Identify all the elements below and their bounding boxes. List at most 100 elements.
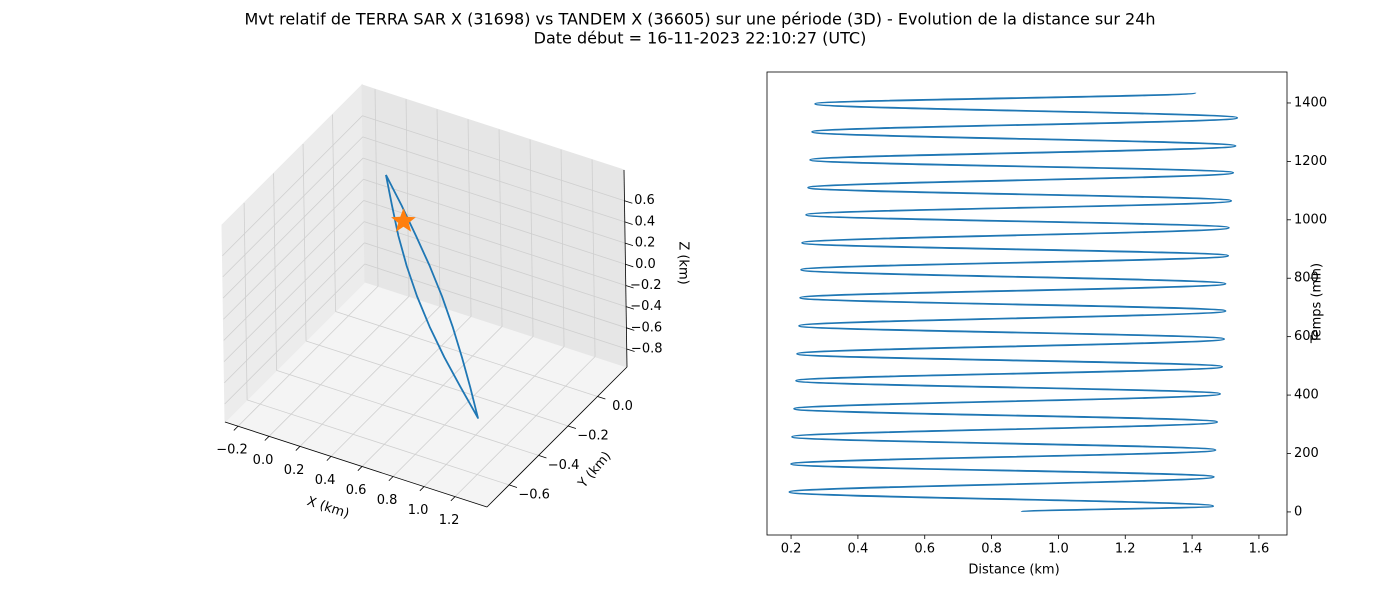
y-axis-label: Temps (min): [1310, 263, 1325, 344]
grid-line: [223, 200, 365, 341]
tick-mark: [264, 436, 270, 441]
z-tick-label: 0.6: [634, 193, 655, 208]
tick-mark: [538, 455, 547, 459]
grid-line: [268, 296, 410, 437]
grid-line: [361, 326, 503, 467]
x-tick-label: 1.2: [1115, 542, 1136, 557]
z-tick-label: −0.4: [630, 299, 662, 314]
grid-line: [363, 200, 626, 286]
tick-mark: [597, 396, 606, 400]
z-tick-label: 0.2: [635, 236, 656, 251]
grid-line: [224, 263, 366, 405]
y-tick-label: 1200: [1294, 154, 1327, 169]
grid-line: [560, 149, 565, 347]
line: [788, 91, 1239, 513]
x-tick-label: 1.6: [1249, 542, 1270, 557]
tick-mark: [450, 496, 456, 502]
grid-line: [223, 221, 365, 362]
y-tick-label: −0.4: [548, 458, 580, 473]
grid-line: [405, 99, 410, 297]
grid-line: [423, 346, 565, 487]
grid-line: [273, 173, 277, 371]
grid-line: [237, 285, 379, 427]
line-3d: [385, 174, 479, 419]
y-tick-label: 800: [1294, 271, 1319, 286]
y-tick-label: 0.0: [612, 399, 633, 414]
tick-mark: [624, 242, 634, 247]
y-tick-label: −0.6: [518, 487, 550, 502]
grid-line: [222, 115, 363, 256]
y-tick-label: 200: [1294, 446, 1319, 461]
x-tick-label: 0.4: [315, 473, 336, 488]
x-tick-label: 1.2: [439, 513, 460, 528]
x-axis-label: Distance (km): [968, 563, 1059, 578]
y-tick-label: 1000: [1294, 212, 1327, 227]
tick-mark: [625, 306, 635, 310]
tick-mark: [295, 446, 301, 451]
grid-line: [362, 115, 625, 202]
figure-title: Mvt relatif de TERRA SAR X (31698) vs TA…: [244, 10, 1155, 29]
grid-line: [364, 263, 627, 350]
tick-mark: [508, 484, 518, 488]
y-tick-label: 400: [1294, 388, 1319, 403]
tick-mark: [626, 327, 635, 331]
x-tick-label: −0.2: [216, 443, 248, 458]
grid-line: [467, 119, 472, 317]
grid-line: [362, 136, 625, 223]
grid-line: [302, 143, 307, 341]
y-tick-label: 0: [1294, 504, 1302, 519]
x-tick-label: 0.8: [981, 542, 1002, 557]
x-tick-label: 0.6: [914, 542, 935, 557]
tick-mark: [357, 466, 363, 471]
grid-line: [222, 157, 364, 299]
axis-line: [224, 421, 488, 508]
z-tick-label: −0.6: [631, 320, 663, 335]
z-tick-label: −0.2: [630, 278, 662, 293]
tick-mark: [419, 486, 425, 492]
grid-line: [374, 89, 379, 287]
grid-line: [392, 336, 534, 477]
grid-line: [330, 316, 472, 457]
grid-line: [243, 202, 248, 400]
grid-line: [364, 242, 627, 329]
x-tick-label: 0.2: [781, 542, 802, 557]
tick-mark: [567, 425, 577, 429]
x-tick-label: 0.6: [346, 483, 367, 498]
tick-mark: [388, 476, 394, 482]
grid-line: [498, 129, 503, 327]
tick-mark: [326, 456, 332, 461]
z-axis-label: Z (km): [676, 241, 691, 284]
grid-line: [363, 178, 626, 265]
tick-mark: [626, 348, 635, 352]
grid-line: [276, 370, 539, 456]
grid-line: [529, 139, 534, 337]
star-marker: [391, 208, 416, 232]
grid-line: [591, 159, 596, 357]
grid-line: [454, 356, 596, 497]
y-tick-label: 600: [1294, 329, 1319, 344]
x-tick-label: 0.4: [848, 542, 869, 557]
y-tick-label: −0.2: [577, 428, 609, 443]
tick-mark: [624, 200, 633, 204]
axis-line: [486, 366, 628, 508]
tick-mark: [625, 285, 634, 289]
tick-mark: [624, 221, 633, 225]
grid-line: [332, 114, 336, 312]
grid-line: [246, 399, 510, 486]
x-tick-label: 0.2: [284, 463, 305, 478]
grid-line: [305, 340, 569, 427]
grid-line: [362, 157, 626, 244]
grid-line: [222, 136, 364, 278]
grid-line: [335, 311, 598, 397]
x-tick-label: 1.0: [408, 503, 429, 518]
grid-line: [224, 242, 365, 384]
grid-line: [223, 178, 364, 320]
plot-area: [767, 72, 1287, 535]
z-tick-label: −0.8: [631, 341, 663, 356]
x-tick-label: 1.4: [1182, 542, 1203, 557]
grid-line: [299, 306, 441, 447]
z-tick-label: 0.4: [634, 214, 655, 229]
grid-line: [363, 221, 627, 308]
